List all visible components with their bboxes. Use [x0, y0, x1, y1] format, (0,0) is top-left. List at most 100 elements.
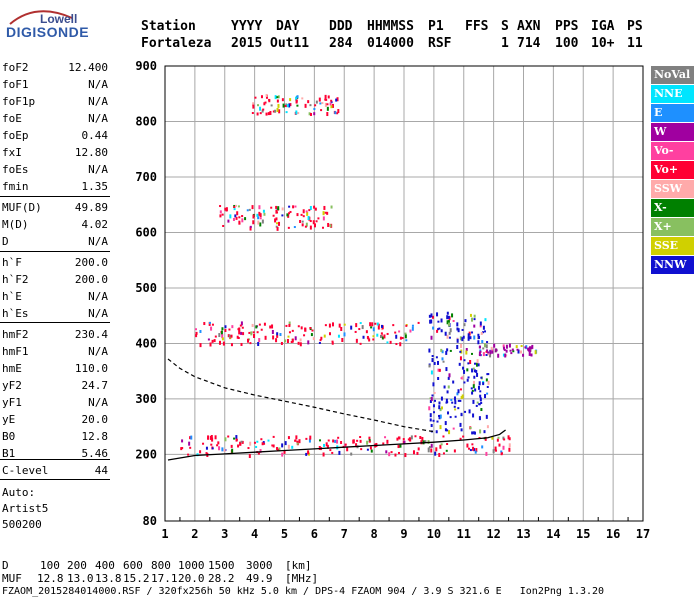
echo-point [277, 206, 280, 211]
echo-point [433, 391, 436, 394]
echo-point [319, 439, 322, 442]
echo-point [285, 103, 288, 106]
legend-item: SSW [651, 180, 694, 198]
echo-point [484, 318, 487, 322]
echo-point [446, 315, 449, 320]
echo-point [456, 338, 459, 343]
echo-point [291, 338, 294, 343]
echo-point [261, 219, 264, 224]
param-value: N/A [88, 95, 108, 108]
echo-point [466, 378, 469, 382]
echo-point [463, 369, 466, 374]
echo-point [404, 453, 407, 458]
echo-point [473, 314, 476, 318]
echo-point [258, 338, 261, 343]
echo-point [218, 446, 221, 451]
echo-point [310, 333, 313, 337]
echo-point [298, 439, 301, 444]
echo-point [246, 209, 249, 212]
echo-point [403, 440, 406, 444]
echo-point [493, 343, 496, 348]
echo-point [479, 350, 482, 353]
param-label: B1 [2, 447, 16, 460]
echo-point [329, 102, 332, 106]
echo-point [479, 429, 482, 434]
echo-point [281, 98, 284, 102]
echo-point [272, 435, 275, 438]
echo-point [359, 439, 362, 443]
echo-point [241, 218, 244, 223]
echo-point [430, 313, 433, 318]
echo-point [227, 435, 230, 438]
echo-point [288, 323, 291, 327]
echo-point [510, 352, 513, 355]
echo-point [271, 329, 274, 334]
y-tick-label: 500 [135, 281, 157, 295]
echo-point [235, 438, 238, 442]
echo-point [281, 214, 284, 217]
echo-point [477, 363, 480, 367]
echo-point [486, 385, 489, 388]
echo-point [460, 412, 463, 416]
echo-point [436, 312, 439, 317]
echo-point [356, 439, 359, 442]
d-value: 800 [151, 559, 171, 572]
echo-point [479, 394, 482, 398]
header-value: 014000 [367, 36, 414, 51]
echo-point [528, 346, 531, 350]
d-value: 1000 [178, 559, 205, 572]
y-tick-label: 400 [135, 336, 157, 350]
echo-point [284, 441, 287, 446]
echo-point [454, 415, 457, 418]
echo-point [313, 223, 316, 228]
echo-point [534, 350, 537, 355]
param-label: foF1p [2, 95, 36, 108]
legend-item: X- [651, 199, 694, 217]
legend-item: NNW [651, 256, 694, 274]
echo-point [190, 435, 193, 440]
param-label: MUF(D) [2, 201, 42, 214]
echo-point [222, 341, 225, 346]
echo-point [189, 446, 192, 449]
legend-item: E [651, 104, 694, 122]
echo-point [337, 109, 340, 114]
echo-point [394, 453, 397, 457]
echo-point [322, 216, 325, 221]
echo-point [460, 428, 463, 432]
echo-point [344, 443, 347, 446]
legend-item: SSE [651, 237, 694, 255]
echo-point [483, 430, 486, 434]
echo-point [397, 451, 400, 454]
echo-point [395, 343, 398, 346]
echo-point [470, 387, 473, 390]
echo-point [399, 342, 402, 347]
echo-point [297, 341, 300, 345]
echo-point [225, 209, 228, 212]
echo-point [233, 206, 236, 209]
echo-point [377, 323, 380, 326]
echo-point [386, 332, 389, 335]
echo-point [325, 442, 328, 447]
echo-point [508, 437, 511, 441]
echo-point [324, 324, 327, 327]
echo-point [278, 221, 281, 226]
echo-point [482, 331, 485, 334]
echo-point [478, 351, 481, 355]
echo-point [263, 102, 266, 106]
echo-point [498, 443, 501, 447]
echo-point [431, 355, 434, 358]
echo-point [239, 324, 242, 327]
param-label: h`F [2, 256, 22, 269]
y-tick-label: 800 [135, 114, 157, 128]
echo-point [465, 350, 468, 355]
echo-point [467, 362, 470, 365]
echo-point [469, 313, 472, 317]
param-value: 1.35 [81, 180, 109, 193]
echo-point [414, 435, 417, 438]
echo-point [224, 325, 227, 329]
echo-point [476, 372, 479, 377]
echo-point [216, 444, 219, 447]
echo-point [479, 390, 482, 393]
echo-point [428, 406, 431, 411]
echo-point [411, 326, 414, 331]
